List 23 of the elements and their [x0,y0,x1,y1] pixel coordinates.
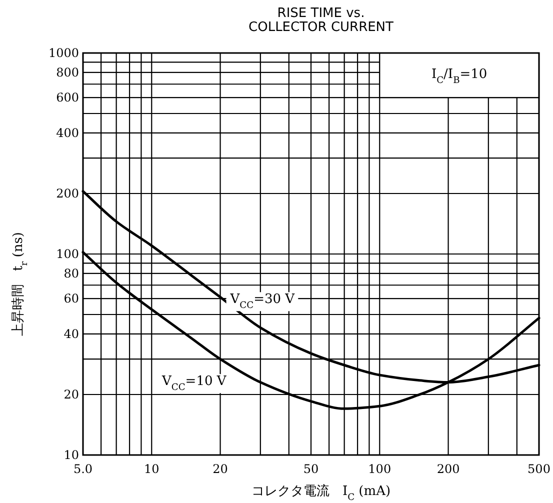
y-tick-label: 600 [56,90,79,105]
series-label: V$_{CC}$=30 V [229,292,296,312]
y-tick-label: 200 [56,186,79,200]
x-tick-label: 500 [528,462,550,476]
annotation: I$_{C}$/I$_{B}$=10 [431,67,488,86]
y-tick-label: 1000 [48,46,79,60]
y-tick-label: 40 [64,326,79,341]
x-tick-label: 200 [436,462,460,476]
x-axis-title: コレクタ電流 I$_{C}$ (mA) [251,483,391,503]
x-tick-label: 10 [144,462,160,476]
y-tick-label: 100 [56,247,79,261]
series-label: V$_{CC}$=10 V [160,374,227,394]
x-tick-label: 20 [212,462,228,476]
y-tick-label: 60 [64,292,79,306]
y-tick-label: 400 [56,126,79,140]
x-tick-label: 50 [303,462,319,476]
y-tick-label: 80 [64,266,79,280]
y-tick-label: 800 [56,65,79,80]
y-tick-label: 10 [64,448,79,462]
x-tick-label: 5.0 [73,462,93,476]
y-tick-label: 20 [64,387,79,402]
chart-title: RISE TIME vs. COLLECTOR CURRENT [248,6,394,35]
x-tick-label: 100 [368,462,392,476]
